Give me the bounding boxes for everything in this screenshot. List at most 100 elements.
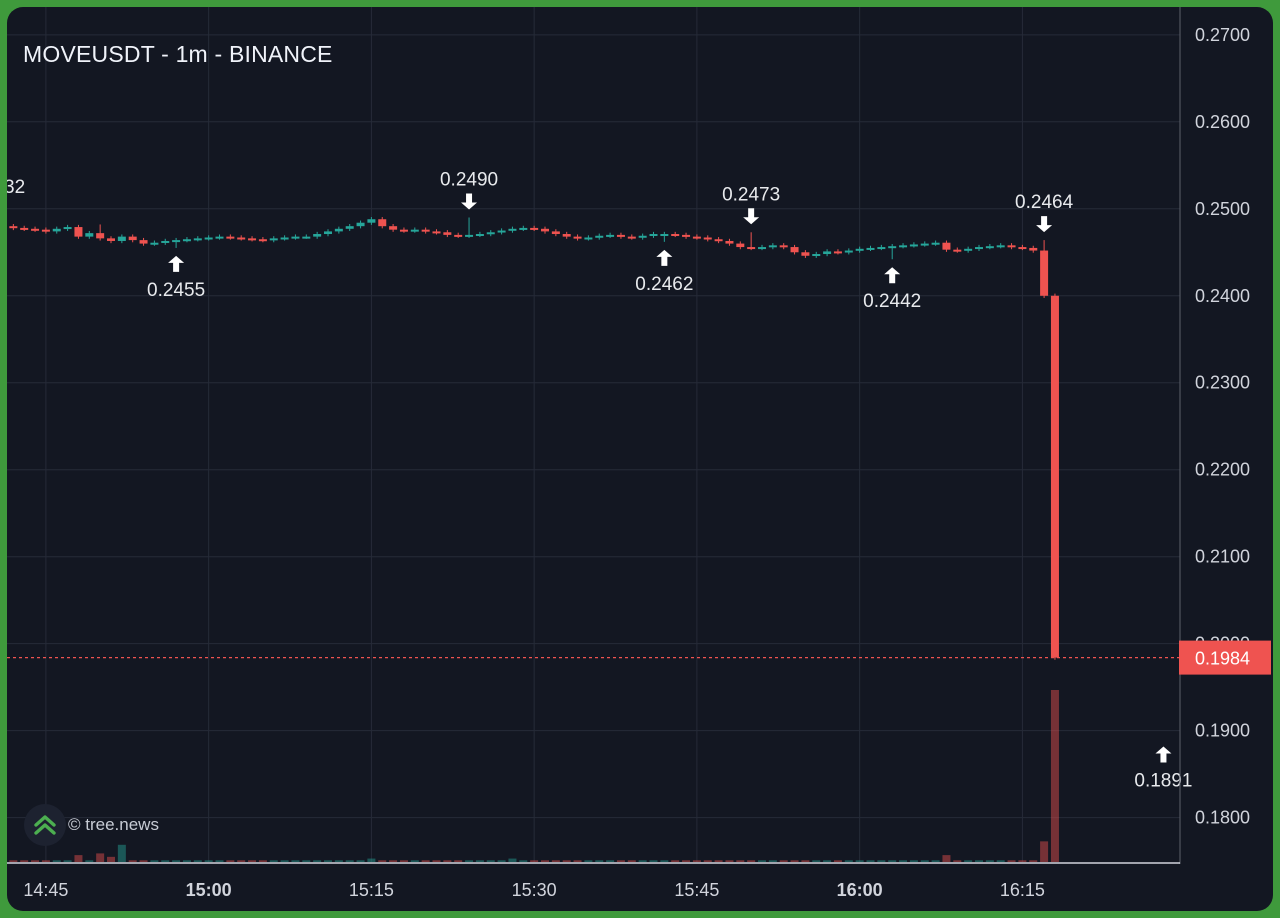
volume-bar — [248, 860, 257, 862]
volume-bar — [204, 860, 213, 862]
volume-bar — [584, 860, 593, 862]
candle-body — [52, 228, 61, 232]
candle-body — [671, 234, 680, 237]
watermark-text: © tree.news — [68, 815, 159, 834]
candle-body — [660, 234, 669, 237]
volume-bars — [9, 690, 1059, 862]
candle-body — [866, 247, 875, 250]
volume-bar — [877, 860, 886, 862]
arrow-down-icon — [1036, 216, 1053, 233]
volume-bar — [823, 860, 832, 862]
volume-bar — [714, 860, 723, 862]
candle-body — [1029, 247, 1038, 251]
candle-body — [573, 236, 582, 239]
volume-bar — [324, 860, 332, 862]
volume-bar — [475, 860, 484, 862]
candle-body — [193, 238, 202, 241]
volume-bar — [443, 860, 452, 862]
volume-bar — [237, 860, 246, 862]
candle-body — [182, 239, 191, 242]
candle-body — [31, 228, 40, 231]
candle-body — [9, 226, 18, 229]
candle-body — [172, 240, 181, 243]
candle-body — [378, 219, 387, 227]
volume-bar — [117, 844, 126, 862]
candles — [9, 217, 1059, 660]
volume-bar — [150, 860, 159, 862]
candle-body — [888, 246, 897, 249]
candle-body — [324, 231, 332, 235]
candle-body — [508, 228, 517, 231]
volume-bar — [378, 860, 387, 862]
candle-body — [942, 242, 951, 250]
volume-bar — [616, 860, 625, 862]
x-tick-label: 15:30 — [512, 880, 557, 900]
volume-bar — [302, 860, 311, 862]
volume-bar — [801, 860, 810, 862]
volume-bar — [74, 855, 83, 862]
volume-bar — [703, 860, 712, 862]
candle-body — [367, 219, 376, 223]
volume-bar — [660, 860, 669, 862]
candle-body — [258, 239, 267, 242]
candle-body — [280, 237, 289, 240]
candle-body — [410, 229, 419, 232]
candle-body — [20, 227, 29, 230]
candle-body — [302, 236, 311, 239]
candle-body — [758, 247, 766, 250]
volume-bar — [996, 860, 1005, 862]
candle-body — [454, 234, 463, 237]
y-tick-label: 0.1800 — [1195, 808, 1250, 828]
candle-body — [291, 236, 300, 239]
candle-body — [931, 242, 940, 245]
candle-body — [204, 237, 213, 240]
axes: 0.2700 0.2600 0.2500 0.2400 0.2300 0.2200 0.21… — [7, 7, 1271, 900]
volume-bar — [519, 860, 528, 862]
candle-body — [41, 229, 50, 232]
volume-bar — [258, 860, 267, 862]
candle-body — [725, 240, 734, 244]
volume-bar — [1007, 860, 1016, 862]
volume-bar — [193, 860, 202, 862]
volume-bar — [551, 860, 560, 862]
candle-body — [1040, 250, 1049, 296]
volume-bar — [410, 860, 419, 862]
candle-body — [475, 234, 484, 237]
arrow-down-icon — [743, 208, 760, 225]
extreme-label: 0.2442 — [863, 291, 921, 312]
volume-bar — [139, 860, 148, 862]
candle-body — [996, 245, 1005, 248]
volume-bar — [931, 860, 940, 862]
candle-body — [823, 251, 832, 255]
y-tick-label: 0.2400 — [1195, 286, 1250, 306]
tree-news-logo — [24, 804, 66, 846]
grid-lines — [7, 7, 1180, 862]
candle-body — [595, 235, 604, 238]
volume-bar — [486, 860, 495, 862]
current-price-label: 0.1984 — [1195, 649, 1250, 669]
y-tick-label: 0.2600 — [1195, 112, 1250, 132]
volume-bar — [725, 860, 734, 862]
candle-body — [1050, 295, 1059, 658]
arrow-down-icon — [461, 193, 478, 210]
volume-bar — [334, 860, 343, 862]
volume-bar — [964, 860, 973, 862]
volume-bar — [671, 860, 680, 862]
volume-bar — [541, 860, 549, 862]
candle-body — [616, 234, 625, 237]
volume-bar — [812, 860, 821, 862]
volume-bar — [736, 860, 745, 862]
extreme-label: 0.2455 — [147, 280, 205, 301]
volume-bar — [432, 860, 441, 862]
volume-bar — [899, 860, 908, 862]
candle-body — [107, 238, 115, 241]
volume-bar — [389, 860, 398, 862]
candlestick-chart[interactable]: 320.24550.24900.24620.24730.24420.24640.… — [7, 7, 1273, 911]
candle-body — [975, 247, 983, 250]
volume-bar — [280, 860, 289, 862]
candle-body — [486, 232, 495, 235]
extreme-label: 0.2464 — [1015, 192, 1074, 213]
candle-body — [497, 230, 506, 233]
extreme-label: 0.1891 — [1134, 770, 1192, 791]
volume-bar — [844, 860, 853, 862]
